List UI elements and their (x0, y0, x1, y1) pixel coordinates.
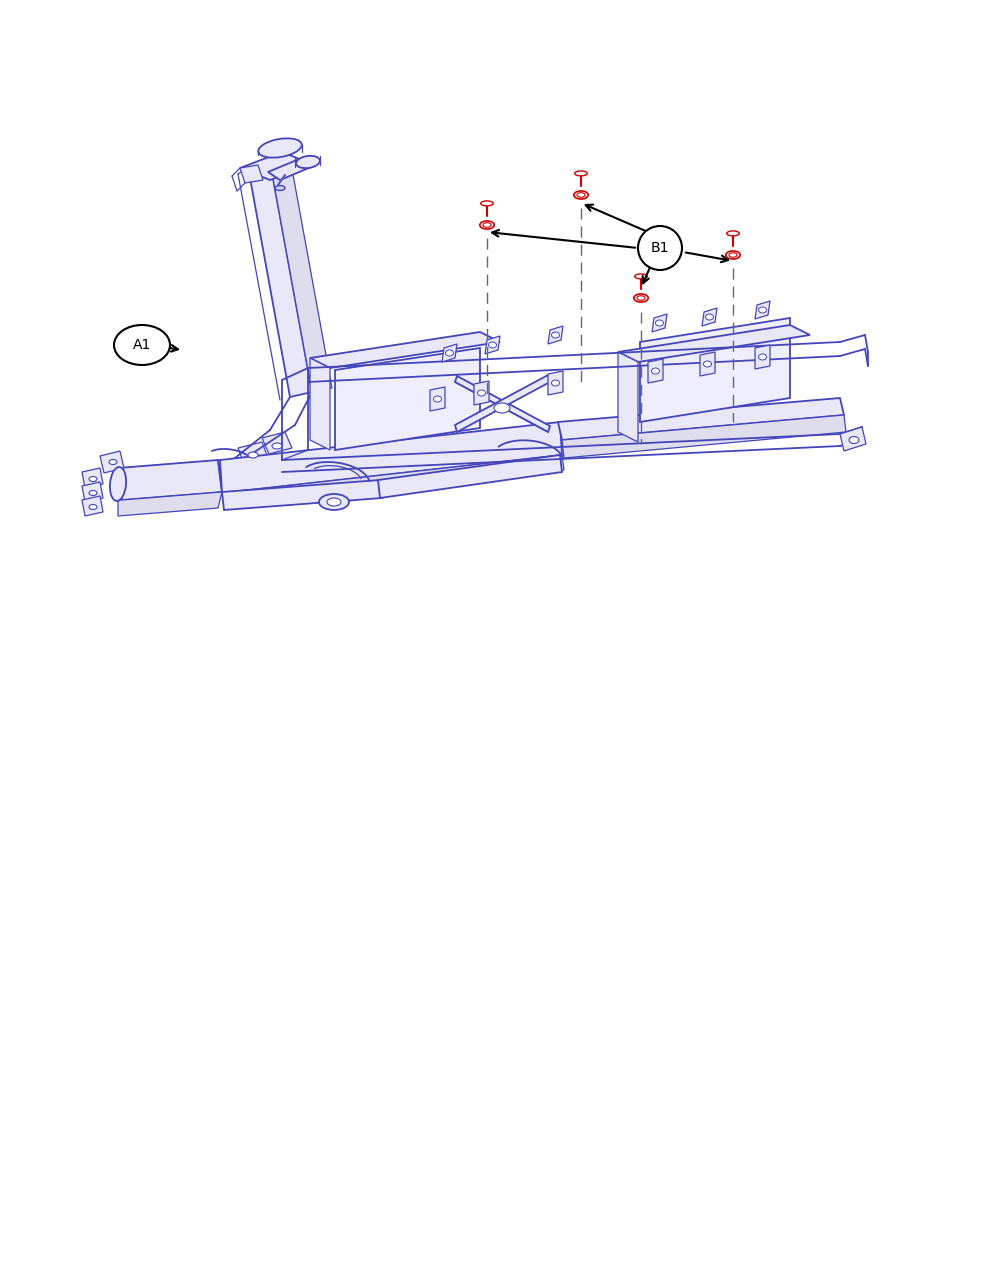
Ellipse shape (248, 452, 258, 457)
Polygon shape (238, 442, 268, 464)
Ellipse shape (552, 380, 560, 386)
Polygon shape (548, 326, 563, 345)
Polygon shape (118, 492, 222, 516)
Polygon shape (240, 165, 263, 182)
Ellipse shape (89, 490, 97, 495)
Polygon shape (268, 157, 316, 180)
Polygon shape (442, 345, 457, 362)
Polygon shape (840, 427, 866, 451)
Ellipse shape (327, 498, 341, 506)
Polygon shape (485, 336, 500, 353)
Ellipse shape (114, 326, 170, 365)
Polygon shape (82, 468, 103, 488)
Polygon shape (262, 432, 292, 454)
Ellipse shape (759, 307, 767, 313)
Polygon shape (270, 158, 332, 392)
Ellipse shape (488, 342, 496, 348)
Ellipse shape (656, 321, 664, 326)
Ellipse shape (706, 314, 714, 321)
Ellipse shape (89, 476, 97, 481)
Ellipse shape (759, 353, 767, 360)
Polygon shape (474, 381, 489, 405)
Ellipse shape (575, 171, 587, 176)
Polygon shape (222, 455, 564, 508)
Polygon shape (118, 460, 222, 500)
Polygon shape (335, 348, 480, 450)
Polygon shape (82, 495, 103, 516)
Ellipse shape (552, 332, 560, 338)
Polygon shape (378, 455, 562, 498)
Polygon shape (618, 326, 810, 362)
Ellipse shape (704, 361, 712, 367)
Ellipse shape (652, 367, 660, 374)
Ellipse shape (89, 504, 97, 509)
Polygon shape (562, 416, 846, 457)
Ellipse shape (635, 274, 647, 279)
Polygon shape (220, 422, 562, 493)
Ellipse shape (258, 138, 302, 157)
Ellipse shape (434, 397, 442, 402)
Polygon shape (222, 480, 382, 511)
Polygon shape (755, 302, 770, 319)
Ellipse shape (272, 443, 282, 449)
Ellipse shape (849, 437, 859, 443)
Polygon shape (648, 359, 663, 383)
Polygon shape (82, 481, 103, 502)
Ellipse shape (494, 403, 510, 413)
Text: A1: A1 (133, 338, 151, 352)
Polygon shape (702, 308, 717, 326)
Polygon shape (100, 451, 124, 473)
Polygon shape (618, 352, 638, 442)
Circle shape (638, 226, 682, 270)
Ellipse shape (637, 295, 645, 300)
Ellipse shape (446, 350, 454, 356)
Ellipse shape (729, 252, 737, 257)
Ellipse shape (483, 223, 491, 227)
Polygon shape (310, 359, 330, 450)
Ellipse shape (478, 390, 486, 397)
Ellipse shape (110, 468, 126, 500)
Ellipse shape (296, 156, 320, 169)
Ellipse shape (275, 185, 285, 190)
Ellipse shape (727, 231, 739, 236)
Ellipse shape (481, 201, 493, 205)
Polygon shape (548, 371, 563, 395)
Ellipse shape (109, 460, 117, 465)
Polygon shape (652, 314, 667, 332)
Polygon shape (248, 162, 312, 397)
Polygon shape (455, 375, 550, 432)
Polygon shape (455, 376, 550, 432)
Polygon shape (755, 345, 770, 369)
Ellipse shape (577, 193, 585, 198)
Ellipse shape (574, 191, 588, 199)
Polygon shape (430, 386, 445, 411)
Ellipse shape (480, 220, 494, 229)
Ellipse shape (319, 494, 349, 511)
Polygon shape (640, 318, 790, 422)
Polygon shape (558, 398, 844, 440)
Ellipse shape (634, 294, 648, 302)
Polygon shape (700, 352, 715, 376)
Ellipse shape (726, 251, 740, 258)
Text: B1: B1 (651, 241, 669, 255)
Polygon shape (240, 152, 312, 180)
Polygon shape (310, 332, 500, 367)
